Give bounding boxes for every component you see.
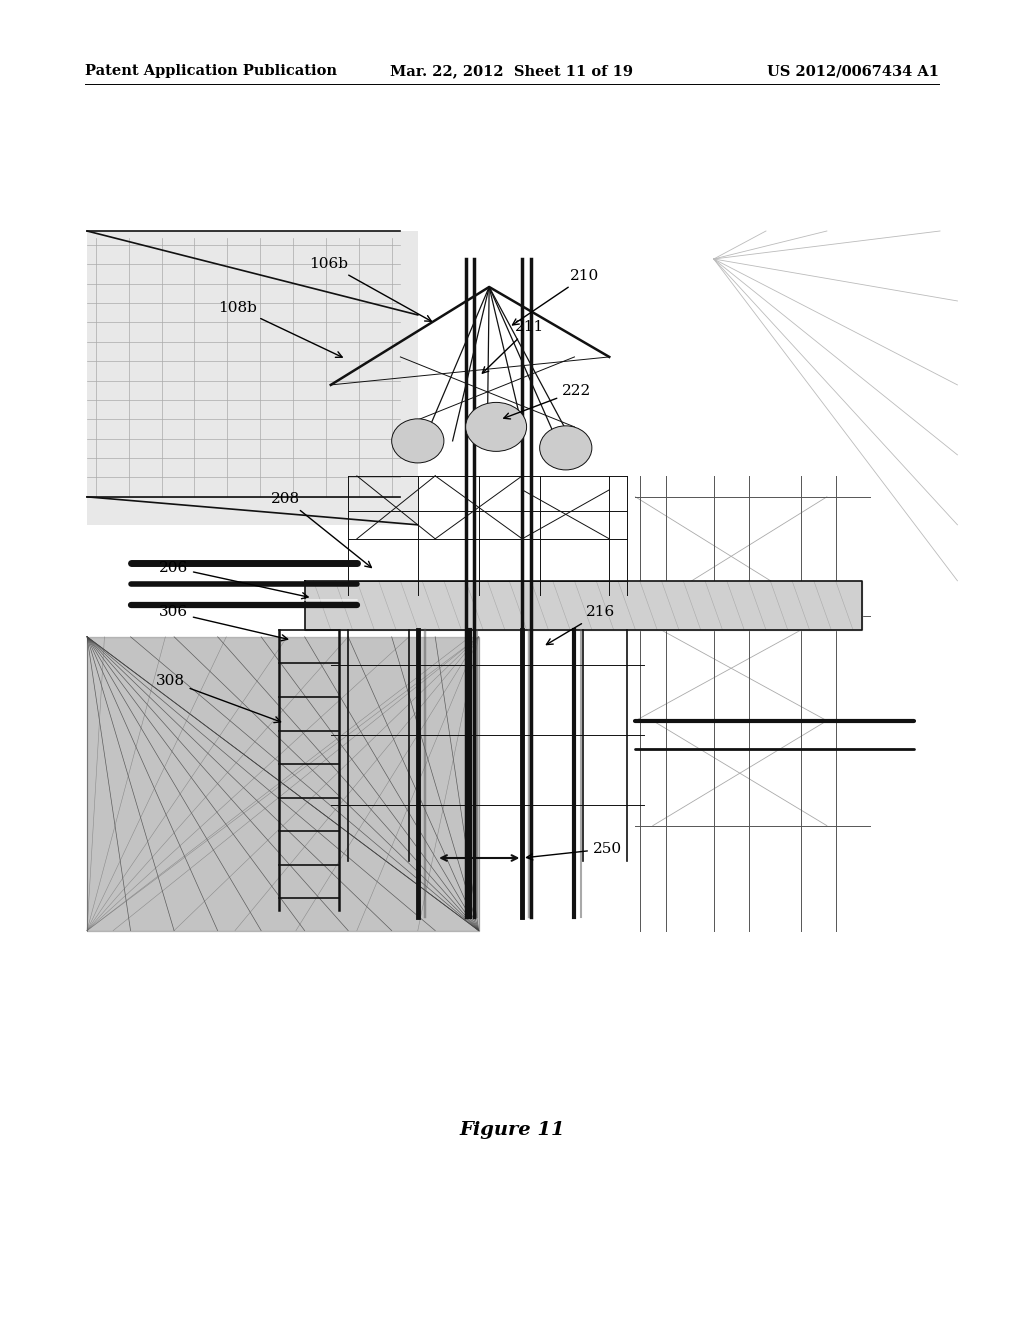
- Ellipse shape: [392, 418, 444, 463]
- Text: 308: 308: [156, 675, 281, 722]
- Text: 106b: 106b: [309, 257, 431, 321]
- Text: US 2012/0067434 A1: US 2012/0067434 A1: [767, 65, 939, 78]
- Text: 210: 210: [513, 269, 600, 325]
- Text: 108b: 108b: [218, 301, 342, 358]
- Text: 208: 208: [271, 492, 372, 568]
- Bar: [87, 231, 418, 525]
- Text: 211: 211: [482, 321, 545, 374]
- Text: 222: 222: [504, 384, 592, 418]
- Ellipse shape: [540, 426, 592, 470]
- Text: Mar. 22, 2012  Sheet 11 of 19: Mar. 22, 2012 Sheet 11 of 19: [390, 65, 634, 78]
- Text: 250: 250: [526, 842, 622, 859]
- Text: Patent Application Publication: Patent Application Publication: [85, 65, 337, 78]
- Text: 206: 206: [159, 561, 308, 599]
- Text: 216: 216: [547, 606, 615, 644]
- Polygon shape: [87, 636, 479, 931]
- Text: 306: 306: [159, 606, 288, 640]
- Ellipse shape: [466, 403, 526, 451]
- Polygon shape: [305, 581, 862, 630]
- Text: Figure 11: Figure 11: [459, 1121, 565, 1139]
